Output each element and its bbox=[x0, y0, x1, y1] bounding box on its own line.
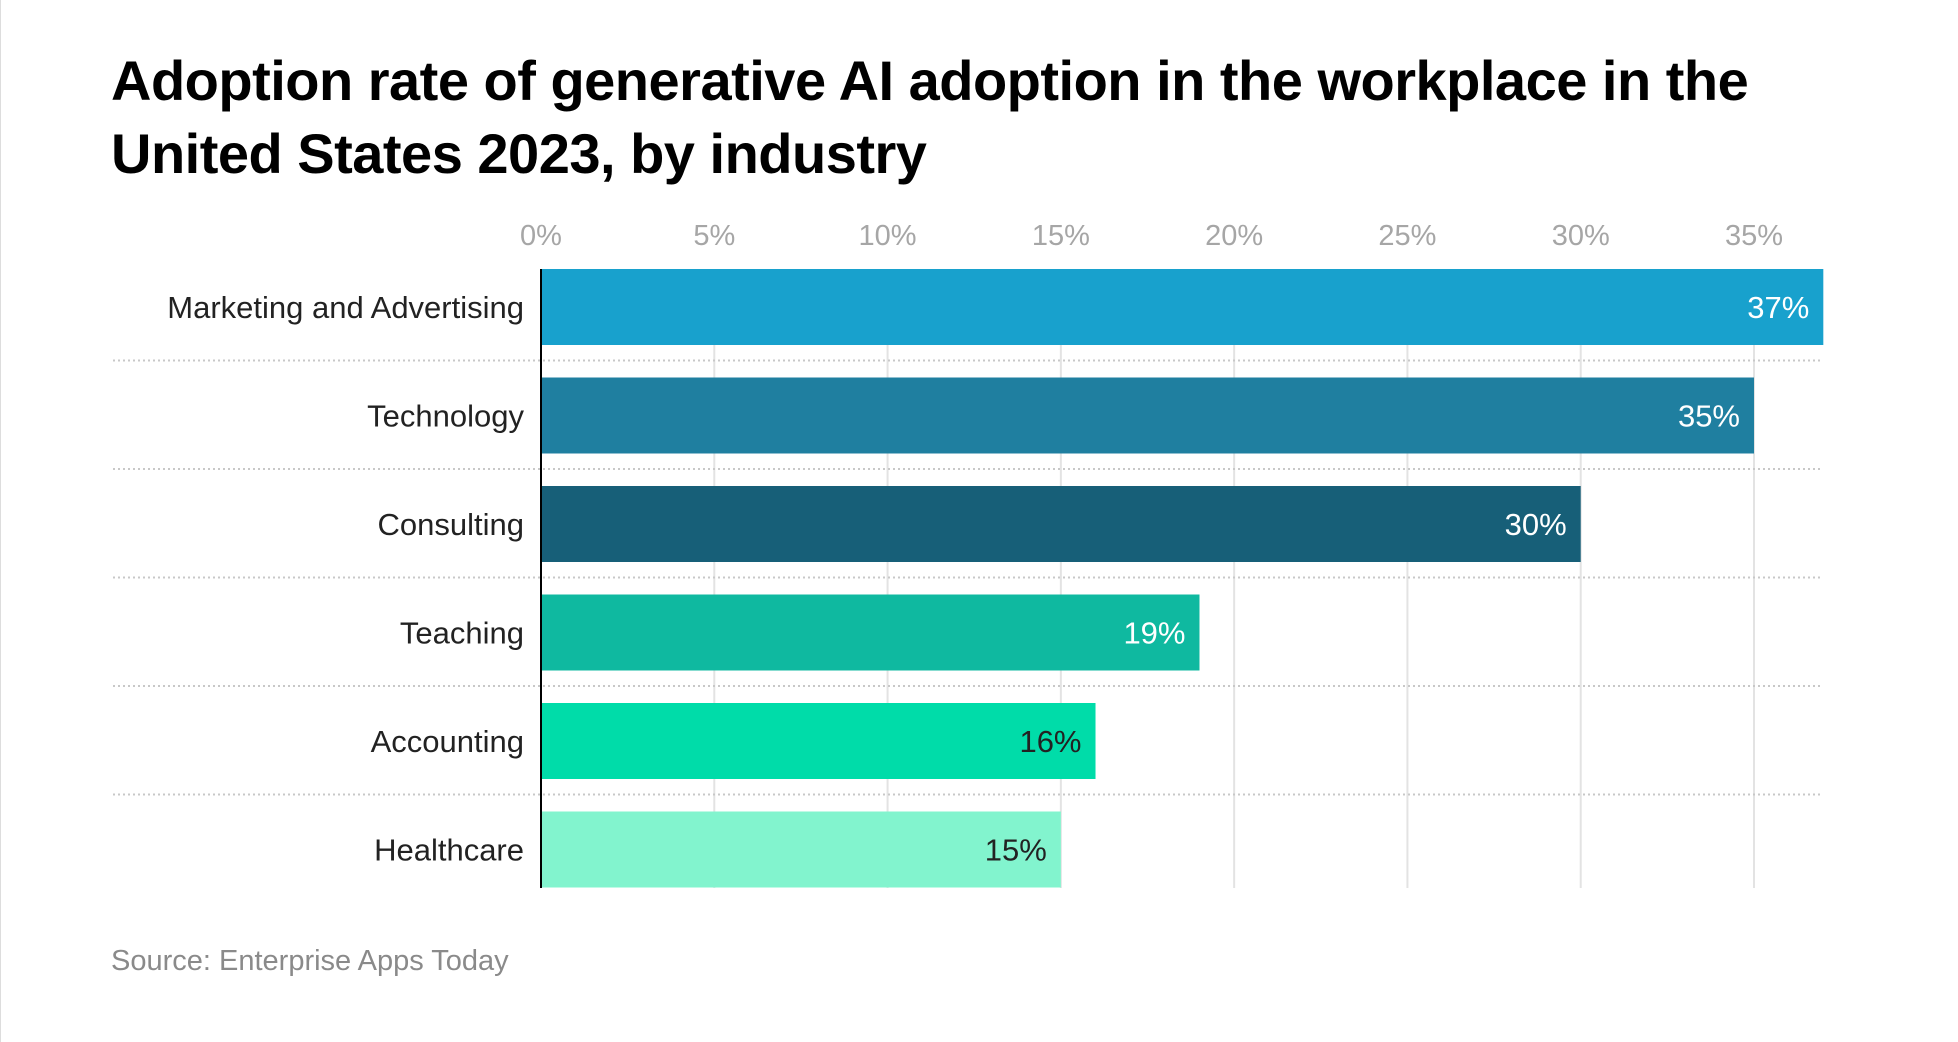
x-tick-label: 5% bbox=[693, 220, 735, 252]
category-label: Teaching bbox=[400, 616, 524, 651]
data-label: 37% bbox=[1747, 290, 1809, 325]
x-tick-label: 35% bbox=[1725, 220, 1783, 252]
data-label: 30% bbox=[1505, 507, 1567, 542]
bar bbox=[541, 594, 1200, 671]
bar bbox=[541, 486, 1581, 562]
bar bbox=[541, 703, 1096, 779]
x-tick-label: 25% bbox=[1378, 220, 1436, 252]
x-tick-label: 20% bbox=[1205, 220, 1263, 252]
chart-title: Adoption rate of generative AI adoption … bbox=[111, 49, 1749, 185]
bar bbox=[541, 377, 1754, 454]
x-tick-label: 0% bbox=[520, 220, 562, 252]
x-tick-label: 30% bbox=[1552, 220, 1610, 252]
category-label: Accounting bbox=[371, 724, 524, 759]
x-tick-label: 15% bbox=[1032, 220, 1090, 252]
source-note: Source: Enterprise Apps Today bbox=[111, 945, 509, 977]
category-label: Marketing and Advertising bbox=[167, 290, 524, 325]
data-label: 35% bbox=[1678, 399, 1740, 434]
category-label: Technology bbox=[367, 399, 524, 434]
bar bbox=[541, 811, 1061, 888]
category-label: Healthcare bbox=[374, 833, 524, 868]
category-label: Consulting bbox=[378, 507, 524, 542]
data-label: 15% bbox=[985, 833, 1047, 868]
data-label: 16% bbox=[1019, 724, 1081, 759]
data-label: 19% bbox=[1123, 616, 1185, 651]
x-tick-label: 10% bbox=[859, 220, 917, 252]
bar bbox=[541, 269, 1824, 345]
